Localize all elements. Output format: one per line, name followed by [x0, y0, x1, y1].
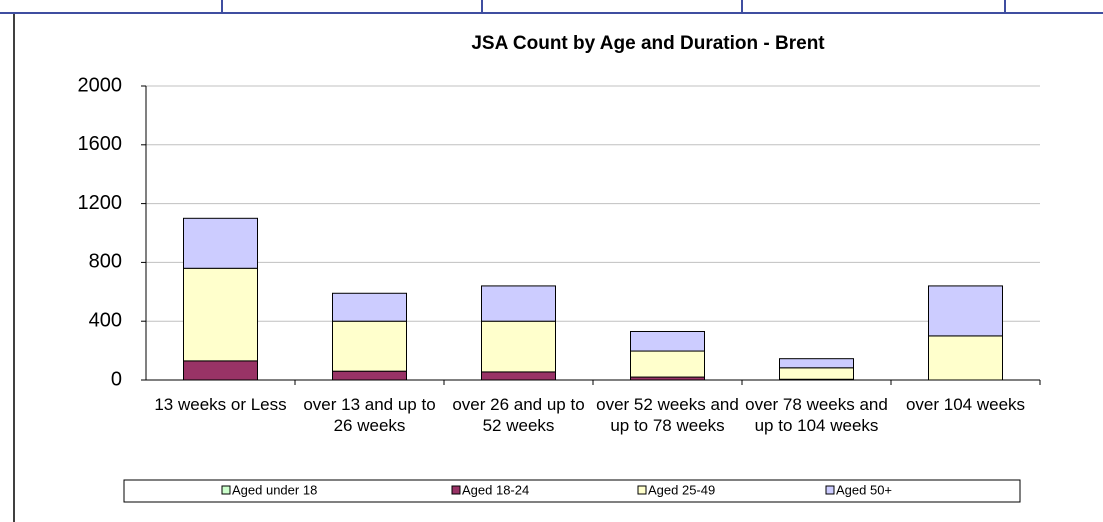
legend-box — [123, 479, 1021, 503]
legend-label: Aged 25-49 — [648, 482, 715, 497]
y-tick-label: 0 — [111, 368, 122, 390]
legend-swatch — [637, 485, 647, 495]
bar-segment — [779, 358, 854, 369]
y-tick-label: 2000 — [78, 74, 123, 96]
legend-swatch — [451, 485, 461, 495]
bar-segment — [183, 360, 258, 381]
x-tick-label: over 78 weeks and up to 104 weeks — [745, 395, 888, 435]
x-tick-label: over 26 and up to 52 weeks — [452, 395, 585, 435]
bar-segment — [481, 371, 556, 381]
legend-label: Aged under 18 — [232, 482, 317, 497]
bar-segment — [928, 335, 1003, 381]
y-tick-label: 400 — [89, 309, 122, 331]
bar-segment — [183, 267, 258, 362]
bar-segment — [928, 285, 1003, 337]
chart-title: JSA Count by Age and Duration - Brent — [471, 33, 825, 54]
bar-segment — [183, 217, 258, 269]
bar-segment — [630, 330, 705, 352]
x-tick-label: 13 weeks or Less — [154, 395, 287, 414]
y-tick-label: 1200 — [78, 192, 123, 214]
x-tick-label: over 13 and up to 26 weeks — [303, 395, 436, 435]
bar-segment — [332, 292, 407, 322]
legend-swatch — [221, 485, 231, 495]
legend-label: Aged 50+ — [836, 482, 892, 497]
bar-segment — [481, 320, 556, 373]
bar-segment — [779, 367, 854, 380]
y-tick-label: 1600 — [78, 133, 123, 155]
legend-swatch — [825, 485, 835, 495]
y-tick-label: 800 — [89, 251, 122, 273]
bar-segment — [630, 350, 705, 378]
bar-segment — [332, 320, 407, 372]
bar-segment — [332, 370, 407, 381]
x-tick-label: over 52 weeks and up to 78 weeks — [596, 395, 739, 435]
legend-label: Aged 18-24 — [462, 482, 529, 497]
x-tick-label: over 104 weeks — [905, 395, 1026, 414]
bar-segment — [481, 285, 556, 322]
top-strip — [0, 0, 1103, 14]
